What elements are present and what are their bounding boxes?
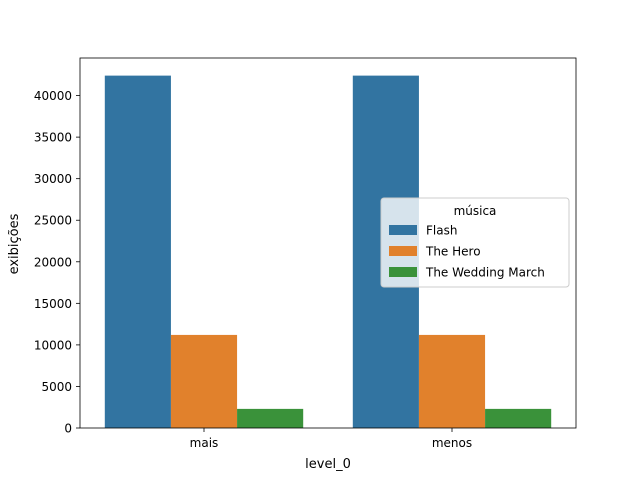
x-tick-label: mais [190, 436, 219, 450]
legend: música Flash The Hero The Wedding March [380, 197, 570, 288]
legend-title: música [454, 204, 497, 218]
y-tick-label: 15000 [34, 297, 72, 311]
plot-frame [79, 57, 577, 429]
bar-the-wedding-march-menos [485, 408, 552, 428]
legend-box [380, 197, 570, 288]
y-tick-label: 10000 [34, 338, 72, 352]
axes-layer: mais menos 0 5000 10000 15000 20000 25000 30000 3… [34, 57, 577, 450]
legend-label: The Wedding March [425, 266, 545, 280]
y-axis-label: exibições [7, 213, 22, 274]
bar-the-wedding-march-mais [237, 408, 304, 428]
y-tick-label: 20000 [34, 255, 72, 269]
y-tick-label: 40000 [34, 89, 72, 103]
y-tick-label: 30000 [34, 172, 72, 186]
legend-swatch [389, 225, 417, 235]
y-tick-label: 35000 [34, 131, 72, 145]
x-tick-label: menos [432, 436, 472, 450]
legend-swatch [389, 246, 417, 256]
legend-label: The Hero [425, 245, 481, 259]
legend-label: Flash [426, 224, 457, 238]
bar-flash-mais [104, 75, 171, 428]
legend-swatch [389, 267, 417, 277]
y-tick-label: 25000 [34, 214, 72, 228]
y-tick-label: 5000 [41, 380, 72, 394]
x-axis-label: level_0 [305, 457, 351, 472]
bar-the-hero-mais [170, 334, 238, 428]
bar-the-hero-menos [418, 334, 486, 428]
y-tick-label: 0 [64, 422, 72, 436]
